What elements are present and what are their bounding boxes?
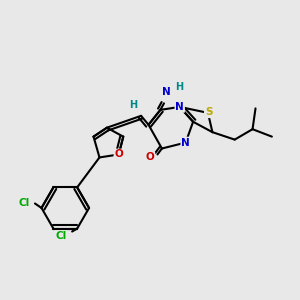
Text: N: N (181, 138, 190, 148)
Text: O: O (114, 149, 123, 160)
Text: Cl: Cl (18, 199, 29, 208)
Text: S: S (205, 107, 212, 117)
Text: N: N (162, 87, 171, 97)
Text: H: H (175, 82, 183, 92)
Text: O: O (146, 152, 154, 162)
Text: Cl: Cl (55, 231, 67, 241)
Text: H: H (129, 100, 137, 110)
Text: N: N (175, 102, 184, 112)
